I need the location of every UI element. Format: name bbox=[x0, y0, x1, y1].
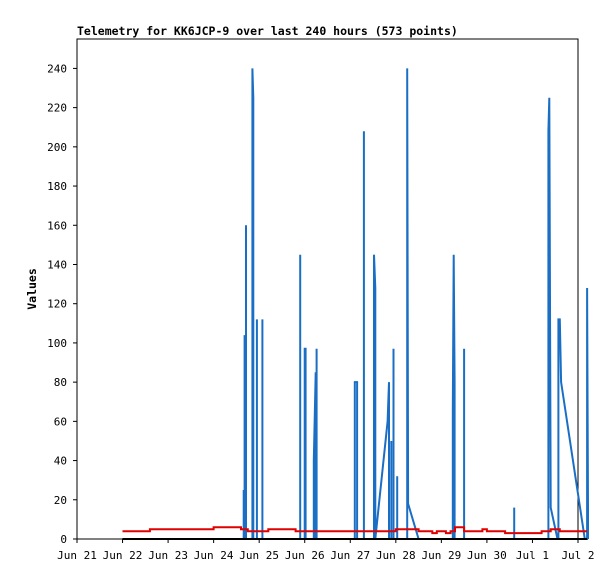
y-tick-label: 100 bbox=[47, 337, 67, 350]
x-tick-label: Jun 25 bbox=[239, 549, 279, 562]
y-tick-label: 140 bbox=[47, 258, 67, 271]
y-tick-label: 20 bbox=[54, 494, 67, 507]
y-tick-label: 80 bbox=[54, 376, 67, 389]
y-tick-label: 0 bbox=[60, 533, 67, 546]
x-tick-label: Jun 23 bbox=[148, 549, 188, 562]
chart-title: Telemetry for KK6JCP-9 over last 240 hou… bbox=[77, 24, 458, 38]
x-tick-label: Jul 1 bbox=[516, 549, 549, 562]
x-tick-label: Jul 2 bbox=[561, 549, 594, 562]
series-line-1 bbox=[122, 526, 588, 535]
y-tick-label: 240 bbox=[47, 62, 67, 75]
series-layer bbox=[122, 68, 589, 540]
series-line-0 bbox=[122, 68, 589, 540]
x-tick-label: Jun 28 bbox=[376, 549, 416, 562]
x-axis: Jun 21 Jun 22 Jun 23 Jun 24 Jun 25 Jun 26 Jun … bbox=[57, 539, 595, 562]
x-tick-label: Jun 29 bbox=[421, 549, 461, 562]
x-tick-label: Jun 27 bbox=[330, 549, 370, 562]
y-tick-label: 60 bbox=[54, 415, 67, 428]
x-tick-label: Jun 26 bbox=[285, 549, 325, 562]
y-axis: 0 20 40 60 80 100 120 140 160 180 200 220 240 bbox=[47, 62, 77, 546]
plot-frame bbox=[76, 38, 579, 540]
x-tick-label: Jun 22 bbox=[103, 549, 143, 562]
x-tick-label: Jun 24 bbox=[194, 549, 234, 562]
y-tick-label: 120 bbox=[47, 298, 67, 311]
x-tick-label: Jun 21 bbox=[57, 549, 97, 562]
y-tick-label: 40 bbox=[54, 455, 67, 468]
x-tick-label: Jun 30 bbox=[467, 549, 507, 562]
y-tick-label: 220 bbox=[47, 102, 67, 115]
y-tick-label: 160 bbox=[47, 219, 67, 232]
y-axis-label: Values bbox=[25, 268, 39, 310]
y-tick-label: 200 bbox=[47, 141, 67, 154]
y-tick-label: 180 bbox=[47, 180, 67, 193]
